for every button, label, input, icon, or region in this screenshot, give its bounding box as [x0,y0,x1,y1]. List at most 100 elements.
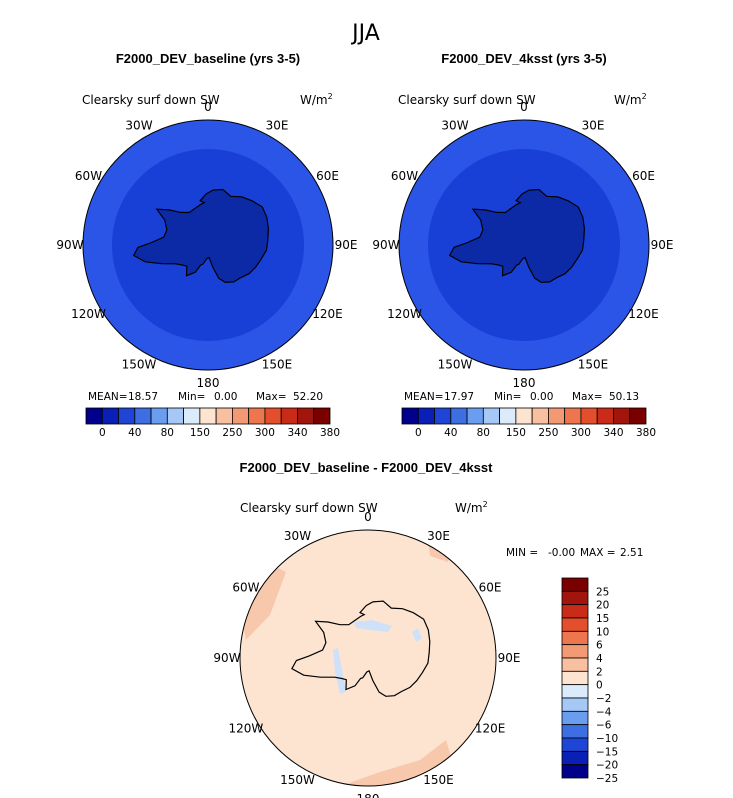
colorbar-swatch [561,764,589,779]
colorbar-swatch [499,407,517,425]
colorbar-swatch [515,407,533,425]
colorbar-tick-label: 380 [320,427,340,439]
lon-label: 180 [197,376,220,390]
colorbar-tick-label: −15 [596,746,618,758]
colorbar-tick-label: 150 [190,427,210,439]
colorbar-swatch [561,630,589,646]
lon-label: 120W [229,722,264,736]
lon-label: 150E [262,358,293,372]
colorbar-tick-label: 340 [603,427,623,439]
lon-label: 150W [438,358,473,372]
colorbar-swatch [313,407,331,425]
lon-label: 90W [213,651,240,665]
colorbar-swatch [280,407,298,425]
colorbar-swatch [561,737,589,752]
mean-value: 18.57 [128,391,158,403]
lon-label: 60E [632,169,655,183]
colorbar-swatch [434,407,452,425]
longitude-labels: 0 30E 60E 90E 120E 150E 180 150W 120W 90W 60W 30W [213,510,520,798]
colorbar-tick-label: −25 [596,773,618,785]
lon-label: 150E [423,773,454,787]
colorbar-swatch [561,724,589,739]
colorbar-tick-label: 80 [477,427,490,439]
colorbar-tick-label: 300 [571,427,591,439]
mean-label: MEAN= [88,391,128,403]
colorbar-tick-label: 250 [538,427,558,439]
stats-line: MEAN= 17.97 Min= 0.00 Max= 50.13 [404,391,639,403]
colorbar-swatch [215,407,233,425]
lon-label: 120E [475,722,506,736]
colorbar-swatch [561,617,589,632]
colorbar-swatch [561,577,589,592]
lon-label: 120E [312,307,343,321]
variable-label: Clearsky surf down SW [398,93,536,107]
colorbar-tick-label: 20 [596,600,609,612]
panel-title: F2000_DEV_baseline (yrs 3-5) [116,51,300,66]
colorbar-swatch [297,407,315,425]
colorbar-tick-label: 340 [287,427,307,439]
warm-patch-west [240,560,286,640]
lon-label: 180 [513,376,536,390]
lon-label: 60E [316,169,339,183]
colorbar-tick-label: 25 [596,586,609,598]
colorbar-swatch [166,407,185,425]
panel-baseline: F2000_DEV_baseline (yrs 3-5) Clearsky su… [56,51,357,439]
lon-label: 0 [204,100,212,114]
colorbar-swatch [466,407,484,425]
panel-difference: F2000_DEV_baseline - F2000_DEV_4ksst Cle… [213,460,643,798]
colorbar: 0 40 80 150 250 300 340 380 [85,407,340,439]
colorbar-swatch [531,407,549,425]
min-value: 0.00 [214,391,237,403]
max-value: 2.51 [620,547,643,559]
lon-label: 90E [335,238,358,252]
max-label: Max= [256,391,287,403]
lon-label: 120W [387,307,422,321]
units-text: W/m [300,93,328,107]
colorbar-swatch [561,604,589,619]
lon-label: 120E [628,307,659,321]
colorbar-tick-label: 10 [596,626,609,638]
colorbar-swatch [134,407,152,425]
lon-label: 90W [372,238,399,252]
variable-label: Clearsky surf down SW [240,501,378,515]
lon-label: 0 [364,510,372,524]
stats-line: MEAN= 18.57 Min= 0.00 Max= 52.20 [88,391,323,403]
colorbar-tick-label: 0 [596,680,603,692]
units-label: W/m2 [455,500,488,515]
colorbar-swatch [150,407,168,425]
lon-label: 150W [122,358,157,372]
colorbar-swatch [101,407,119,425]
max-value: 52.20 [293,391,323,403]
min-label: MIN = [506,547,538,559]
longitude-labels: 0 30E 60E 90E 120E 150E 180 150W 120W 90W 60W 30W [372,100,673,390]
max-label: MAX = [580,547,616,559]
map-border [82,119,334,371]
units-text: W/m [455,501,483,515]
antarctica-coastline [291,600,431,697]
colorbar-swatch [264,407,282,425]
lon-label: 30W [441,119,468,133]
colorbar-swatch [596,407,614,425]
units-superscript: 2 [642,92,647,101]
difference-field [240,530,496,786]
colorbar-swatch [401,407,419,425]
colorbar-swatch [561,710,589,726]
colorbar-swatch [580,407,598,425]
lon-label: 90W [56,238,83,252]
colorbar-swatch [450,407,468,425]
lon-label: 30W [284,529,311,543]
units-superscript: 2 [328,92,333,101]
lon-label: 30E [266,119,289,133]
colorbar-tick-label: −10 [596,733,618,745]
min-value: 0.00 [530,391,553,403]
lon-label: 60E [479,581,502,595]
colorbar-swatch [561,644,589,659]
colorbar-tick-label: 0 [415,427,422,439]
colorbar-swatch [561,750,589,766]
antarctica-coastline [448,188,586,284]
panel-title: F2000_DEV_baseline - F2000_DEV_4ksst [240,460,494,475]
colorbar-tick-label: 6 [596,640,603,652]
lon-label: 90E [651,238,674,252]
map-border [398,119,650,371]
colorbar-swatch [561,684,589,699]
